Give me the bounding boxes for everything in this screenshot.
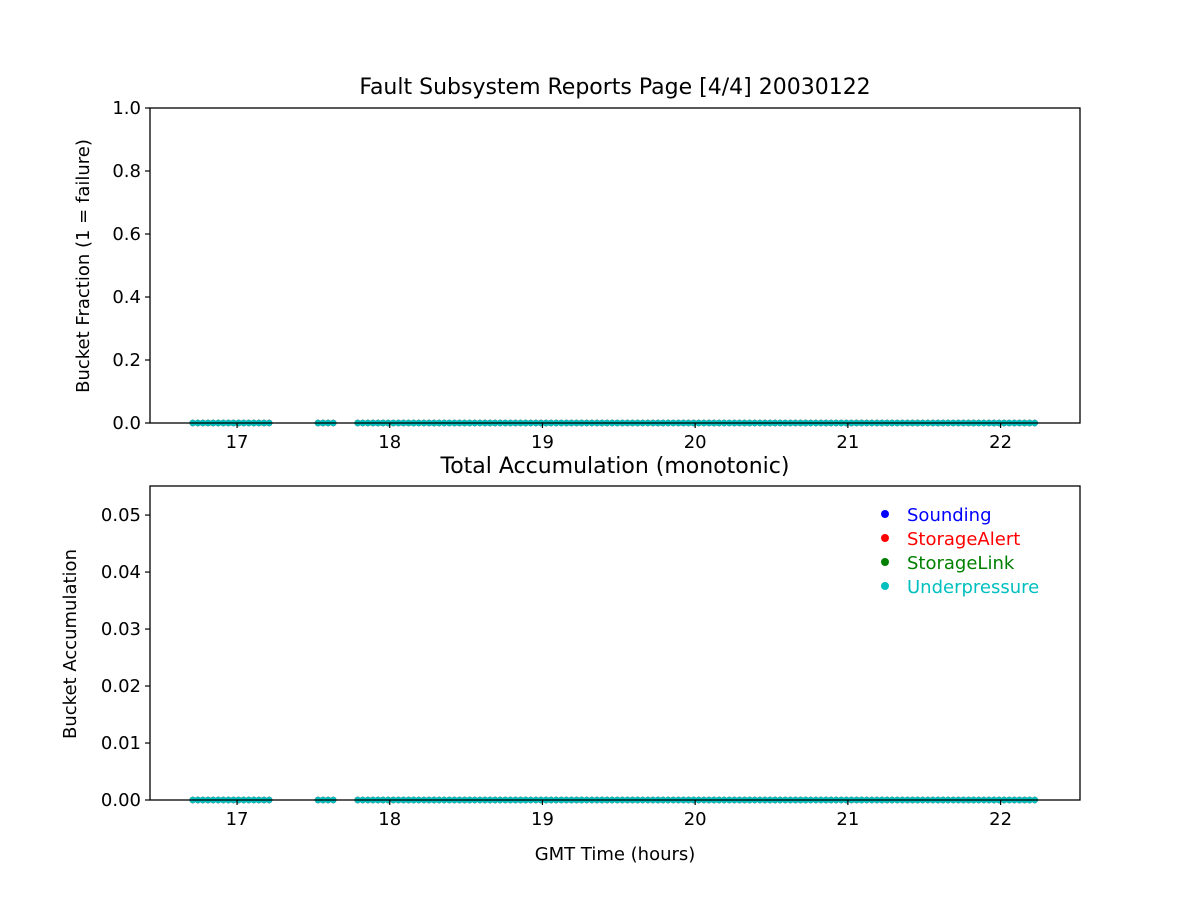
- x-tick: 22: [989, 800, 1012, 830]
- x-tick: 20: [684, 423, 707, 453]
- legend-label-storagealert: StorageAlert: [907, 529, 1020, 550]
- y-tick: 0.0: [112, 413, 150, 434]
- y-tick: 0.02: [101, 676, 150, 697]
- y-tick: 0.04: [101, 562, 150, 583]
- y-tick: 1.0: [112, 98, 150, 119]
- bottom-chart-title: Total Accumulation (monotonic): [440, 454, 790, 479]
- y-tick-label: 0.03: [101, 619, 141, 640]
- legend-label-storagelink: StorageLink: [907, 553, 1015, 574]
- y-tick: 0.8: [112, 161, 150, 182]
- bottom-x-axis-label: GMT Time (hours): [535, 844, 696, 865]
- x-tick: 21: [836, 800, 859, 830]
- x-tick-label: 18: [378, 809, 401, 830]
- legend-marker-storagelink: [881, 558, 889, 566]
- bottom-y-axis-label: Bucket Accumulation: [60, 549, 81, 739]
- legend: Sounding StorageAlert StorageLink Underp…: [881, 505, 1039, 598]
- y-tick-label: 0.00: [101, 790, 141, 811]
- y-tick-label: 0.6: [112, 224, 141, 245]
- x-tick-label: 19: [531, 809, 554, 830]
- y-tick: 0.2: [112, 350, 150, 371]
- x-tick: 19: [531, 423, 554, 453]
- x-tick-label: 21: [836, 432, 859, 453]
- y-tick: 0.05: [101, 505, 150, 526]
- top-chart-title: Fault Subsystem Reports Page [4/4] 20030…: [359, 75, 870, 100]
- x-tick-label: 17: [226, 809, 249, 830]
- y-tick-label: 0.01: [101, 733, 141, 754]
- top-y-ticks: 0.0 0.2 0.4 0.6 0.8 1.0: [112, 98, 150, 434]
- y-tick: 0.03: [101, 619, 150, 640]
- x-tick-label: 22: [989, 809, 1012, 830]
- y-tick-label: 0.04: [101, 562, 141, 583]
- bottom-axes-frame: [149, 485, 1081, 801]
- x-tick-label: 21: [836, 809, 859, 830]
- x-tick-label: 20: [684, 809, 707, 830]
- x-tick: 17: [226, 800, 249, 830]
- y-tick-label: 0.05: [101, 505, 141, 526]
- y-tick-label: 0.8: [112, 161, 141, 182]
- x-tick: 17: [226, 423, 249, 453]
- x-tick-label: 17: [226, 432, 249, 453]
- legend-label-underpressure: Underpressure: [907, 577, 1039, 598]
- x-tick: 21: [836, 423, 859, 453]
- x-tick-label: 19: [531, 432, 554, 453]
- y-tick-label: 0.4: [112, 287, 141, 308]
- y-tick-label: 1.0: [112, 98, 141, 119]
- y-tick-label: 0.2: [112, 350, 141, 371]
- x-tick-label: 18: [378, 432, 401, 453]
- x-tick: 19: [531, 800, 554, 830]
- x-tick: 18: [378, 423, 401, 453]
- y-tick: 0.4: [112, 287, 150, 308]
- y-tick: 0.01: [101, 733, 150, 754]
- legend-marker-storagealert: [881, 534, 889, 542]
- top-axes-frame: [149, 107, 1081, 424]
- bottom-axes: Total Accumulation (monotonic) Bucket Ac…: [60, 454, 1081, 865]
- x-tick: 22: [989, 423, 1012, 453]
- y-tick: 0.00: [101, 790, 150, 811]
- x-tick: 20: [684, 800, 707, 830]
- y-tick-label: 0.0: [112, 413, 141, 434]
- legend-marker-sounding: [881, 510, 889, 518]
- top-axes: Fault Subsystem Reports Page [4/4] 20030…: [73, 75, 1081, 453]
- legend-label-sounding: Sounding: [907, 505, 992, 526]
- x-tick-label: 22: [989, 432, 1012, 453]
- bottom-y-ticks: 0.00 0.01 0.02 0.03 0.04 0.05: [101, 505, 150, 811]
- x-tick-label: 20: [684, 432, 707, 453]
- top-x-ticks: 17 18 19 20 21 22: [226, 423, 1012, 453]
- y-tick: 0.6: [112, 224, 150, 245]
- legend-marker-underpressure: [881, 582, 889, 590]
- x-tick: 18: [378, 800, 401, 830]
- top-y-axis-label: Bucket Fraction (1 = failure): [73, 139, 94, 393]
- y-tick-label: 0.02: [101, 676, 141, 697]
- bottom-x-ticks: 17 18 19 20 21 22: [226, 800, 1012, 830]
